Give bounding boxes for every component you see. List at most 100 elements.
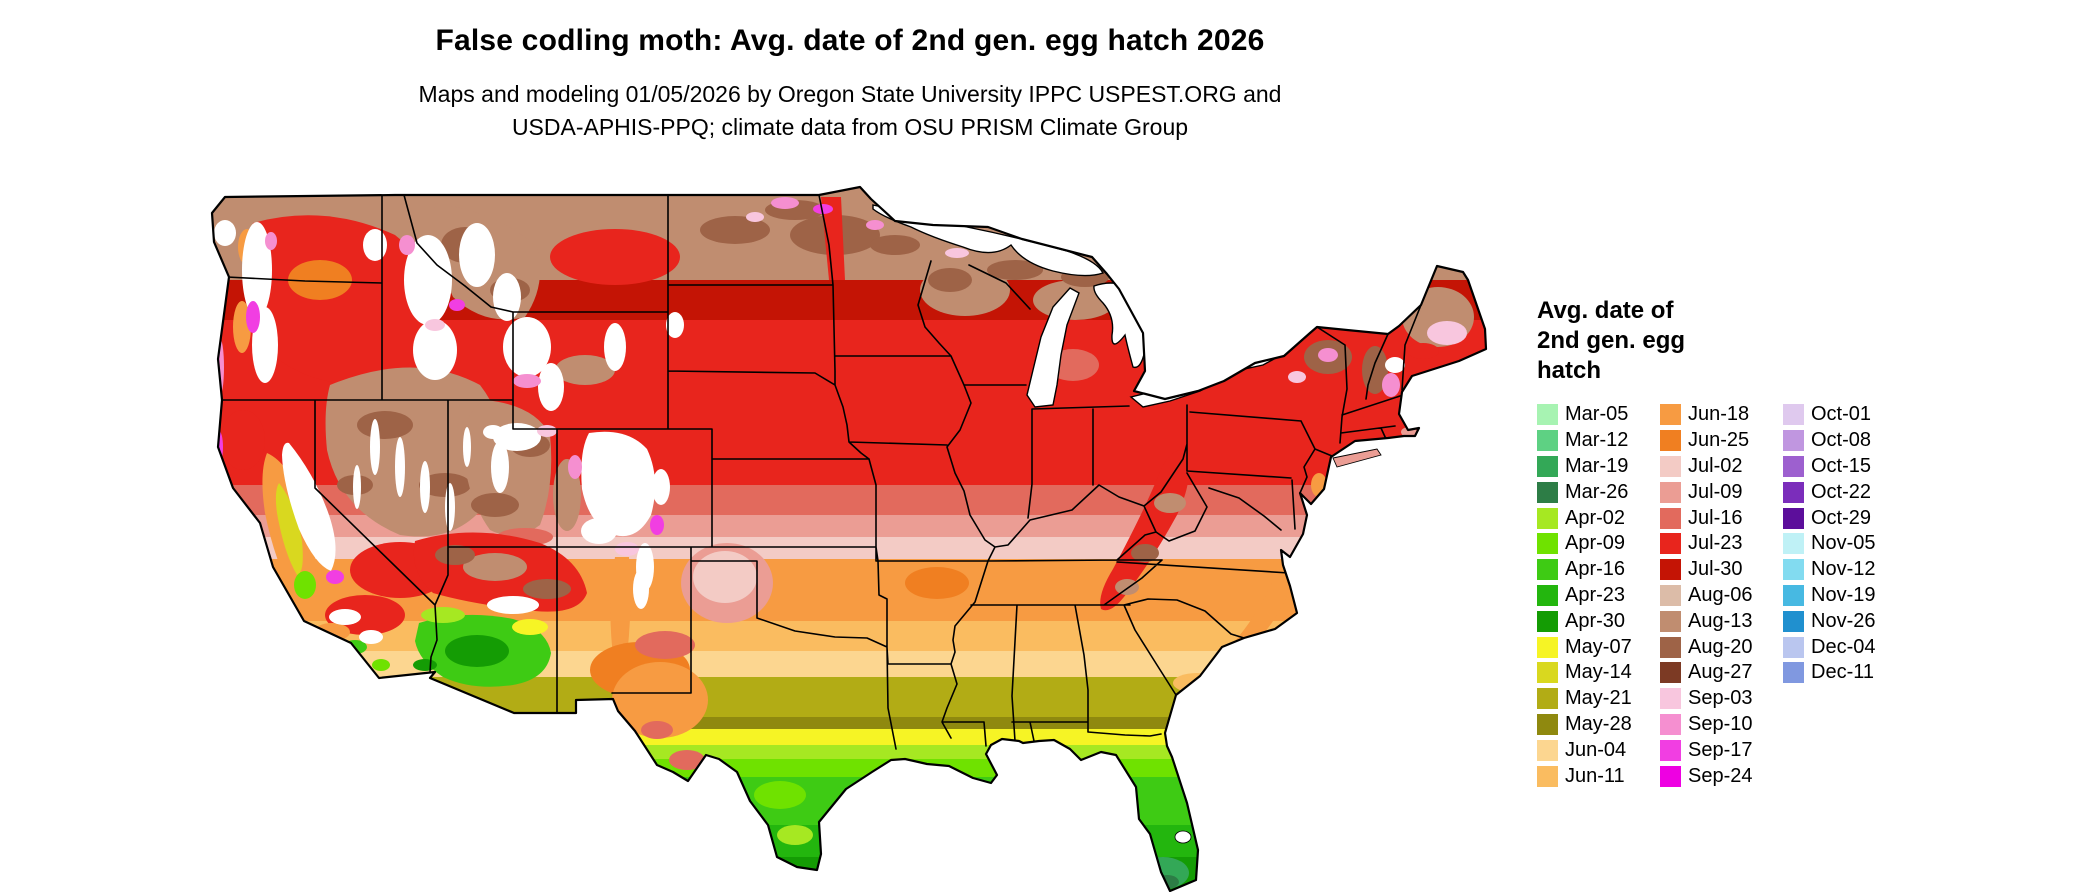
legend-label: Apr-23 — [1565, 583, 1626, 606]
subtitle-line-2: USDA-APHIS-PPQ; climate data from OSU PR… — [511, 114, 1189, 140]
legend-swatch-apr16 — [1537, 559, 1558, 581]
legend-row: May-07 — [1537, 634, 1660, 660]
legend-title-line-2: 2nd gen. egg — [1537, 327, 1686, 354]
legend-label: Mar-19 — [1565, 454, 1629, 477]
legend-swatch-may21 — [1537, 688, 1558, 710]
legend-label: Aug-20 — [1688, 635, 1753, 658]
legend-swatch-aug27 — [1660, 662, 1681, 684]
legend-swatch-sep10 — [1660, 713, 1681, 735]
legend-swatch-jul16 — [1660, 507, 1681, 529]
legend-label: Dec-11 — [1811, 661, 1874, 684]
legend-label: May-14 — [1565, 661, 1632, 684]
legend-swatch-jul23 — [1660, 533, 1681, 555]
legend-label: Jul-09 — [1688, 480, 1743, 503]
legend-label: Oct-22 — [1811, 480, 1872, 503]
legend-row: May-21 — [1537, 686, 1660, 712]
state-borders — [221, 194, 1422, 750]
legend-row: Jul-16 — [1660, 505, 1783, 531]
lake-michigan-shape — [1026, 287, 1080, 408]
legend-label: Sep-10 — [1688, 712, 1753, 735]
legend-label: Mar-12 — [1565, 429, 1629, 452]
legend-row: Jul-09 — [1660, 479, 1783, 505]
page-title: False codling moth: Avg. date of 2nd gen… — [435, 24, 1265, 57]
legend-label: Mar-26 — [1565, 480, 1629, 503]
legend-row: Jul-02 — [1660, 454, 1783, 480]
legend-row: Apr-02 — [1537, 505, 1660, 531]
legend-swatch-jun25 — [1660, 430, 1681, 452]
legend-swatch-nov26 — [1783, 610, 1804, 632]
legend-row: Dec-11 — [1783, 660, 1875, 686]
legend-swatch-nov05 — [1783, 533, 1804, 555]
legend-swatch-jun18 — [1660, 404, 1681, 426]
legend-row: Jun-18 — [1660, 402, 1783, 428]
legend-title-line-1: Avg. date of — [1537, 297, 1674, 324]
legend-label: Aug-13 — [1688, 609, 1753, 632]
legend-column-1: Mar-05 Mar-12 Mar-19 Mar-26 Apr-02 Apr-09 Apr-… — [1537, 402, 1660, 789]
legend-row: Jun-25 — [1660, 428, 1783, 454]
legend-swatch-nov19 — [1783, 584, 1804, 606]
legend-row: Apr-16 — [1537, 557, 1660, 583]
page-subtitle: Maps and modeling 01/05/2026 by Oregon S… — [0, 78, 1700, 144]
legend-label: May-21 — [1565, 687, 1632, 710]
legend-label: May-28 — [1565, 712, 1632, 735]
us-map — [195, 185, 1495, 892]
legend-row: Oct-01 — [1783, 402, 1875, 428]
legend-row: Jun-04 — [1537, 737, 1660, 763]
legend-swatch-sep03 — [1660, 688, 1681, 710]
legend-label: Oct-01 — [1811, 403, 1872, 426]
legend-row: May-28 — [1537, 712, 1660, 738]
legend-swatch-mar19 — [1537, 455, 1558, 477]
legend-row: Nov-19 — [1783, 583, 1875, 609]
legend-swatch-aug06 — [1660, 584, 1681, 606]
legend-row: Jun-11 — [1537, 763, 1660, 789]
legend-row: Jul-30 — [1660, 557, 1783, 583]
legend-label: May-07 — [1565, 635, 1632, 658]
legend-swatch-mar05 — [1537, 404, 1558, 426]
legend-label: Jun-11 — [1565, 764, 1625, 787]
legend-label: Apr-02 — [1565, 506, 1626, 529]
legend-label: Aug-27 — [1688, 661, 1753, 684]
legend-label: Aug-06 — [1688, 583, 1753, 606]
legend-swatch-sep17 — [1660, 739, 1681, 761]
legend-swatch-mar12 — [1537, 430, 1558, 452]
legend-swatch-jul09 — [1660, 481, 1681, 503]
legend-label: Mar-05 — [1565, 403, 1629, 426]
legend-label: Oct-15 — [1811, 454, 1872, 477]
legend-row: Mar-12 — [1537, 428, 1660, 454]
legend-row: Nov-12 — [1783, 557, 1875, 583]
legend-swatch-sep24 — [1660, 765, 1681, 787]
legend-label: Jul-30 — [1688, 558, 1743, 581]
legend-swatch-apr30 — [1537, 610, 1558, 632]
legend-swatch-oct22 — [1783, 481, 1804, 503]
lake-okeechobee-shape — [1174, 830, 1192, 844]
legend-swatch-apr23 — [1537, 584, 1558, 606]
legend-swatch-jun11 — [1537, 765, 1558, 787]
legend-swatch-oct01 — [1783, 404, 1804, 426]
legend-column-2: Jun-18 Jun-25 Jul-02 Jul-09 Jul-16 Jul-23 Jul-… — [1660, 402, 1783, 789]
legend-swatch-apr09 — [1537, 533, 1558, 555]
us-outline — [210, 185, 1488, 892]
legend-label: Sep-17 — [1688, 738, 1753, 761]
legend-swatch-apr02 — [1537, 507, 1558, 529]
legend-row: Nov-26 — [1783, 608, 1875, 634]
legend-swatch-jul02 — [1660, 455, 1681, 477]
legend-row: May-14 — [1537, 660, 1660, 686]
legend-label: Apr-16 — [1565, 558, 1626, 581]
legend-row: Mar-19 — [1537, 454, 1660, 480]
legend-row: Oct-08 — [1783, 428, 1875, 454]
legend-label: Apr-09 — [1565, 532, 1626, 555]
legend-row: Nov-05 — [1783, 531, 1875, 557]
legend-label: Jul-02 — [1688, 454, 1743, 477]
legend-row: Oct-15 — [1783, 454, 1875, 480]
map-header: False codling moth: Avg. date of 2nd gen… — [0, 24, 1700, 144]
legend-swatch-may28 — [1537, 713, 1558, 735]
legend-row: Oct-22 — [1783, 479, 1875, 505]
legend-row: Apr-23 — [1537, 583, 1660, 609]
legend-swatch-dec04 — [1783, 636, 1804, 658]
legend-row: Mar-26 — [1537, 479, 1660, 505]
legend-label: Jun-18 — [1688, 403, 1750, 426]
legend-row: Jul-23 — [1660, 531, 1783, 557]
legend-label: Dec-04 — [1811, 635, 1876, 658]
legend-swatch-aug13 — [1660, 610, 1681, 632]
